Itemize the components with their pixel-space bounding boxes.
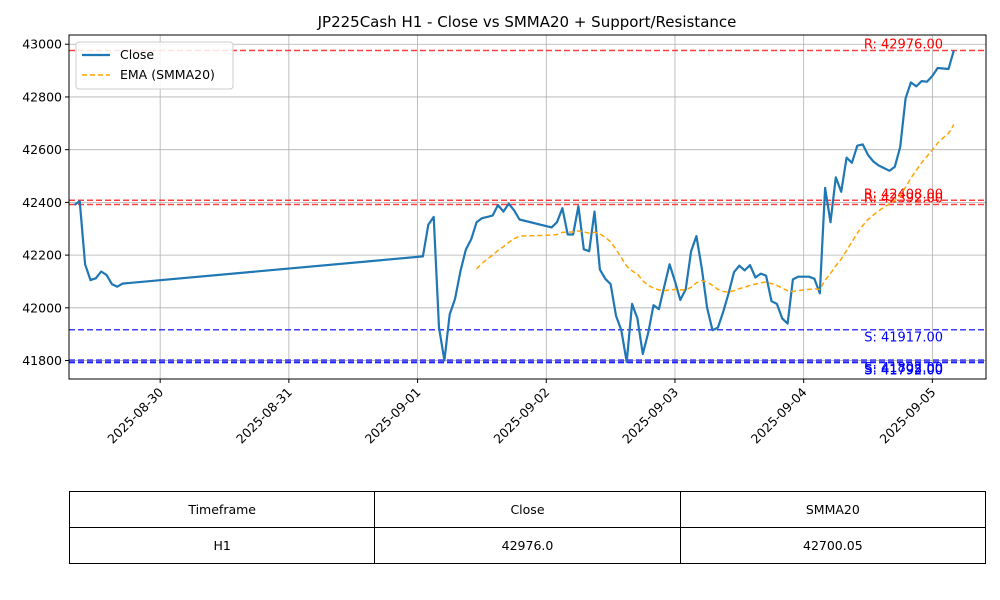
support-label: S: 41795.00 [864, 363, 943, 378]
axes: 41800 42000 42200 42400 42600 42800 43000 2025-… [22, 37, 938, 447]
table-cell-smma20: 42700.05 [679, 527, 987, 564]
series-lines [73, 50, 955, 363]
table-cell-timeframe: H1 [68, 527, 376, 564]
y-tick-label: 42000 [22, 300, 62, 315]
summary-table: Timeframe Close SMMA20 H1 42976.0 42700.… [68, 491, 987, 564]
x-tick-label: 2025-08-31 [233, 385, 295, 447]
x-tick-label: 2025-09-04 [748, 384, 810, 446]
legend-label-smma: EMA (SMMA20) [120, 67, 215, 82]
x-tick-label: 2025-09-02 [490, 385, 552, 447]
legend-label-close: Close [120, 47, 154, 62]
y-tick-label: 42400 [22, 195, 62, 210]
chart-figure: JP225Cash H1 - Close vs SMMA20 + Support… [22, 13, 987, 447]
y-tick-label: 41800 [22, 353, 62, 368]
resistance-label: R: 42976.00 [864, 38, 943, 53]
x-tick-label: 2025-09-03 [619, 385, 681, 447]
level-lines: R: 42976.00 R: 42408.00R: 42392.00 S: 4191… [69, 38, 986, 379]
plot-frame [68, 34, 987, 380]
close-price-line [73, 50, 955, 363]
resistance-label: R: 42392.00 [864, 191, 943, 206]
resistance-label: R: 42408.00 [864, 187, 943, 202]
x-tick-label: 2025-09-05 [877, 385, 939, 447]
table-header-row: Timeframe Close SMMA20 [68, 491, 987, 528]
chart-title: JP225Cash H1 - Close vs SMMA20 + Support… [317, 13, 737, 31]
table-header-timeframe: Timeframe [68, 491, 376, 528]
y-tick-label: 42600 [22, 142, 62, 157]
support-label: S: 41802.00 [864, 361, 943, 376]
table-header-close: Close [374, 491, 681, 528]
x-tick-label: 2025-08-30 [104, 384, 166, 446]
table-header-smma20: SMMA20 [679, 491, 987, 528]
legend: Close EMA (SMMA20) [75, 41, 234, 90]
support-label: S: 41917.00 [864, 331, 943, 346]
legend-box [75, 41, 234, 90]
x-tick-label: 2025-09-01 [362, 385, 424, 447]
grid [69, 35, 986, 379]
y-tick-label: 42200 [22, 248, 62, 263]
table-cell-close: 42976.0 [374, 527, 681, 564]
support-label: S: 41792.00 [864, 364, 943, 379]
table-row: H1 42976.0 42700.05 [68, 527, 987, 564]
y-tick-label: 42800 [22, 89, 62, 104]
smma20-line [476, 124, 955, 293]
y-tick-label: 43000 [22, 37, 62, 52]
